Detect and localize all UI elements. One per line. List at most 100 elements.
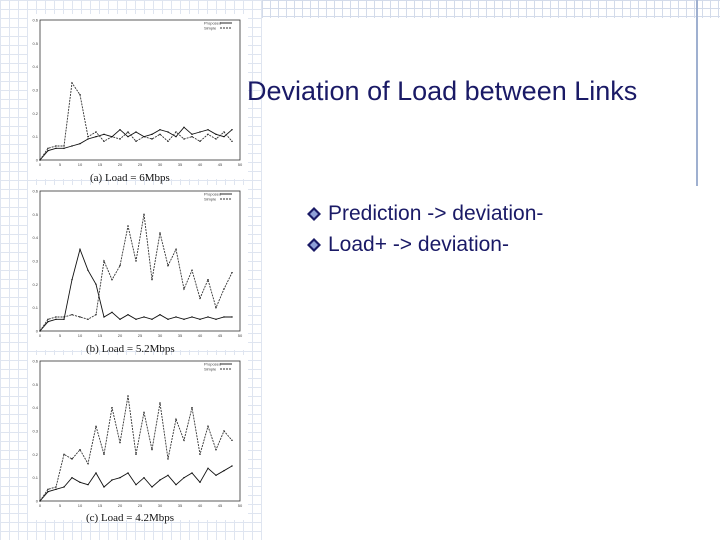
x-tick-label: 10 — [78, 503, 83, 508]
data-point — [63, 145, 65, 147]
y-tick-label: 0.6 — [32, 18, 38, 23]
data-point — [223, 131, 225, 133]
data-point — [223, 430, 225, 432]
data-point — [79, 481, 81, 484]
data-point — [71, 145, 73, 147]
x-tick-label: 0 — [39, 162, 42, 167]
data-point — [151, 278, 153, 281]
data-point — [231, 271, 233, 274]
y-tick-label: 0.3 — [32, 88, 38, 93]
data-point — [95, 131, 97, 133]
diamond-bullet-icon — [307, 237, 321, 252]
data-point — [159, 479, 161, 481]
data-point — [191, 406, 193, 409]
data-point — [103, 316, 105, 318]
x-tick-label: 5 — [59, 162, 62, 167]
data-point — [103, 486, 105, 488]
y-tick-label: 0.4 — [32, 405, 38, 410]
data-point — [143, 411, 145, 414]
data-point — [87, 318, 89, 321]
y-tick-label: 0 — [36, 499, 39, 504]
chart-c-caption: (c) Load = 4.2Mbps — [86, 512, 175, 524]
top-grid-background — [262, 0, 720, 18]
x-tick-label: 45 — [218, 333, 223, 338]
y-tick-label: 0.5 — [32, 212, 38, 217]
data-point — [207, 316, 209, 318]
data-point — [223, 135, 225, 138]
data-point — [167, 474, 169, 477]
diamond-bullet-icon — [307, 206, 321, 221]
data-point — [71, 278, 73, 281]
y-tick-label: 0.4 — [32, 235, 38, 240]
data-point — [151, 133, 153, 136]
x-tick-label: 20 — [118, 333, 123, 338]
data-point — [135, 140, 137, 143]
data-point — [159, 232, 161, 234]
data-point — [151, 448, 153, 451]
data-point — [159, 128, 161, 131]
data-point — [87, 462, 89, 465]
x-tick-label: 40 — [198, 503, 203, 508]
data-point — [215, 306, 217, 309]
data-point — [87, 269, 89, 272]
data-point — [175, 316, 177, 318]
data-point — [159, 402, 161, 404]
x-tick-label: 25 — [138, 503, 143, 508]
data-point — [55, 147, 57, 150]
bullet-text: Load+ -> deviation- — [328, 232, 509, 256]
data-point — [119, 128, 121, 131]
data-point — [39, 330, 41, 332]
data-point — [183, 318, 185, 321]
chart-c-svg: 0 0.1 0.2 0.3 0.4 0.5 0.6 0 5 10 15 20 25 30 35 40 45 50 P… — [32, 359, 243, 509]
data-point — [95, 472, 97, 474]
data-point — [103, 453, 105, 456]
x-tick-label: 50 — [238, 162, 243, 167]
data-point — [95, 425, 97, 428]
data-point — [79, 248, 81, 251]
data-point — [55, 488, 57, 491]
legend-entry: Proposed — [204, 21, 221, 26]
x-tick-label: 15 — [98, 162, 103, 167]
data-point — [199, 140, 201, 143]
data-point — [119, 264, 121, 267]
y-tick-label: 0.5 — [32, 41, 38, 46]
data-point — [95, 313, 97, 316]
data-point — [103, 133, 105, 136]
data-point — [47, 147, 49, 150]
x-tick-label: 10 — [78, 333, 83, 338]
y-tick-label: 0.6 — [32, 359, 38, 364]
data-point — [95, 283, 97, 286]
data-point — [79, 448, 81, 451]
x-tick-label: 35 — [178, 333, 183, 338]
data-point — [127, 135, 129, 138]
data-point — [207, 425, 209, 428]
data-point — [183, 138, 185, 140]
data-point — [111, 406, 113, 409]
data-point — [215, 138, 217, 140]
x-tick-label: 5 — [59, 333, 62, 338]
data-point — [167, 140, 169, 143]
x-tick-label: 30 — [158, 162, 163, 167]
data-point — [55, 486, 57, 488]
data-point — [119, 476, 121, 479]
data-point — [39, 159, 41, 161]
data-point — [95, 135, 97, 138]
data-point — [231, 439, 233, 442]
data-point — [103, 260, 105, 262]
data-point — [151, 318, 153, 321]
bullet-item: Prediction -> deviation- — [306, 198, 543, 229]
data-point — [55, 145, 57, 147]
data-point — [135, 260, 137, 262]
data-point — [167, 131, 169, 133]
data-point — [111, 311, 113, 314]
x-tick-label: 45 — [218, 503, 223, 508]
data-point — [135, 131, 137, 133]
data-point — [135, 318, 137, 321]
data-point — [47, 490, 49, 493]
data-point — [167, 458, 169, 460]
legend-entry: Simple — [204, 197, 217, 202]
data-point — [159, 313, 161, 316]
data-point — [199, 297, 201, 300]
y-tick-label: 0.4 — [32, 64, 38, 69]
plot-frame — [39, 190, 241, 332]
